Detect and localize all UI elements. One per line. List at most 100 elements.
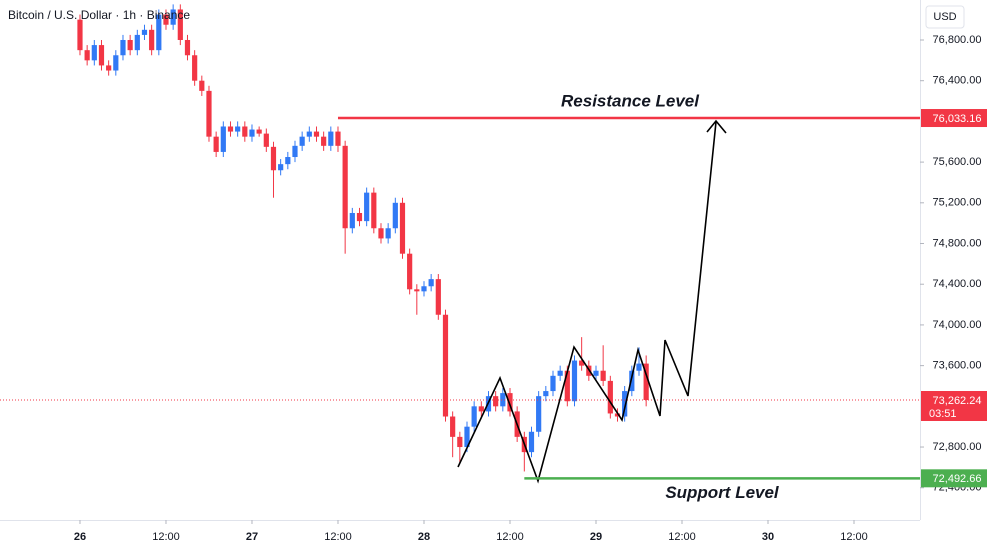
- candle-body: [571, 360, 578, 402]
- x-tick-label: 29: [590, 531, 602, 543]
- candle-body: [170, 9, 176, 25]
- candle-body: [622, 391, 628, 417]
- currency-box[interactable]: [925, 5, 965, 29]
- candle-body: [464, 426, 470, 448]
- candle-body: [156, 14, 162, 51]
- candle-body: [98, 45, 105, 66]
- candle-body: [313, 131, 320, 137]
- candle-body: [149, 29, 155, 51]
- x-tick-label: 27: [246, 531, 258, 543]
- candle-body: [500, 393, 506, 407]
- candle-body: [235, 126, 241, 132]
- level-name: Support Level: [665, 483, 780, 502]
- y-tick-label: 74,000.00: [933, 319, 982, 331]
- level-price-box: [921, 109, 987, 128]
- candle-body: [392, 202, 398, 229]
- candle-body: [371, 192, 377, 229]
- candle-body: [614, 413, 621, 417]
- level-price-box: [921, 469, 987, 488]
- candle-body: [299, 136, 305, 146]
- candle-body: [399, 202, 406, 254]
- candle-body: [356, 212, 363, 222]
- candle-body: [593, 370, 599, 376]
- candle-body: [450, 416, 456, 437]
- candle-body: [227, 126, 234, 132]
- candle-body: [192, 55, 198, 81]
- y-tick-label: 76,400.00: [933, 75, 982, 87]
- currency[interactable]: USD: [933, 11, 956, 23]
- candle-body: [536, 396, 542, 432]
- candle-body: [270, 146, 277, 171]
- x-tick-label: 26: [74, 531, 86, 543]
- candle-body: [342, 145, 348, 229]
- last-price-label: 73,262.24: [933, 395, 982, 407]
- price-axis: 72,400.0072,800.0073,600.0074,000.0074,4…: [920, 34, 987, 494]
- candle-body: [141, 29, 148, 35]
- candle-body: [278, 164, 284, 171]
- candle-body: [435, 279, 441, 315]
- x-tick-label: 12:00: [496, 531, 524, 543]
- x-tick-label: 30: [762, 531, 774, 543]
- level-name: Resistance Level: [561, 92, 700, 111]
- candle-body: [378, 228, 384, 239]
- y-tick-label: 73,600.00: [933, 360, 982, 372]
- candle-body: [407, 253, 413, 290]
- candle-body: [292, 145, 298, 158]
- candle-body: [134, 34, 140, 51]
- candle-body: [550, 375, 556, 392]
- chart-title: Bitcoin / U.S. Dollar · 1h · Binance: [8, 8, 190, 22]
- candle-body: [335, 131, 341, 146]
- candle-body: [629, 370, 635, 392]
- candle-body: [507, 393, 513, 412]
- y-tick-label: 76,800.00: [933, 34, 982, 46]
- candle-body: [213, 136, 219, 152]
- candle-body: [163, 14, 169, 25]
- candle-body: [428, 279, 434, 287]
- candle-body: [421, 286, 427, 292]
- candle-body: [328, 131, 334, 146]
- candle-body: [600, 370, 606, 381]
- candle-body: [442, 314, 449, 417]
- candle-body: [364, 192, 370, 222]
- candle-body: [91, 45, 97, 61]
- arrow-head: [706, 119, 727, 134]
- candle-body: [77, 19, 83, 51]
- x-tick-label: 12:00: [152, 531, 180, 543]
- candle-body: [242, 126, 248, 137]
- candle-body: [220, 126, 226, 152]
- candle-body: [106, 65, 112, 71]
- candle-body: [256, 129, 262, 134]
- candle-body: [285, 157, 291, 165]
- candle-body: [543, 391, 549, 397]
- candle-body: [321, 136, 327, 146]
- candle-body: [557, 370, 563, 376]
- candle-body: [564, 370, 570, 402]
- candle-body: [493, 396, 499, 407]
- candle-body: [385, 228, 391, 239]
- x-tick-label: 12:00: [324, 531, 352, 543]
- candle-body: [120, 39, 126, 56]
- candle-body: [457, 436, 463, 448]
- y-tick-label: 75,200.00: [933, 197, 982, 209]
- candle-body: [306, 131, 312, 137]
- candle-body: [113, 55, 119, 71]
- candle-body: [199, 80, 205, 91]
- y-tick-label: 75,600.00: [933, 156, 982, 168]
- y-tick-label: 74,800.00: [933, 237, 982, 249]
- candle-body: [636, 363, 642, 371]
- y-tick-label: 72,800.00: [933, 441, 982, 453]
- candle-body: [643, 363, 649, 400]
- candle-body: [177, 9, 183, 40]
- level-price-label: 76,033.16: [933, 113, 982, 125]
- candle-body: [349, 212, 355, 229]
- countdown: 03:51: [929, 408, 957, 420]
- x-tick-label: 28: [418, 531, 430, 543]
- candle-body: [127, 39, 133, 51]
- last-price-box: [921, 390, 987, 421]
- level-price-label: 72,492.66: [933, 473, 982, 485]
- plot: [0, 4, 920, 472]
- candle-body: [249, 129, 255, 137]
- x-tick-label: 12:00: [840, 531, 868, 543]
